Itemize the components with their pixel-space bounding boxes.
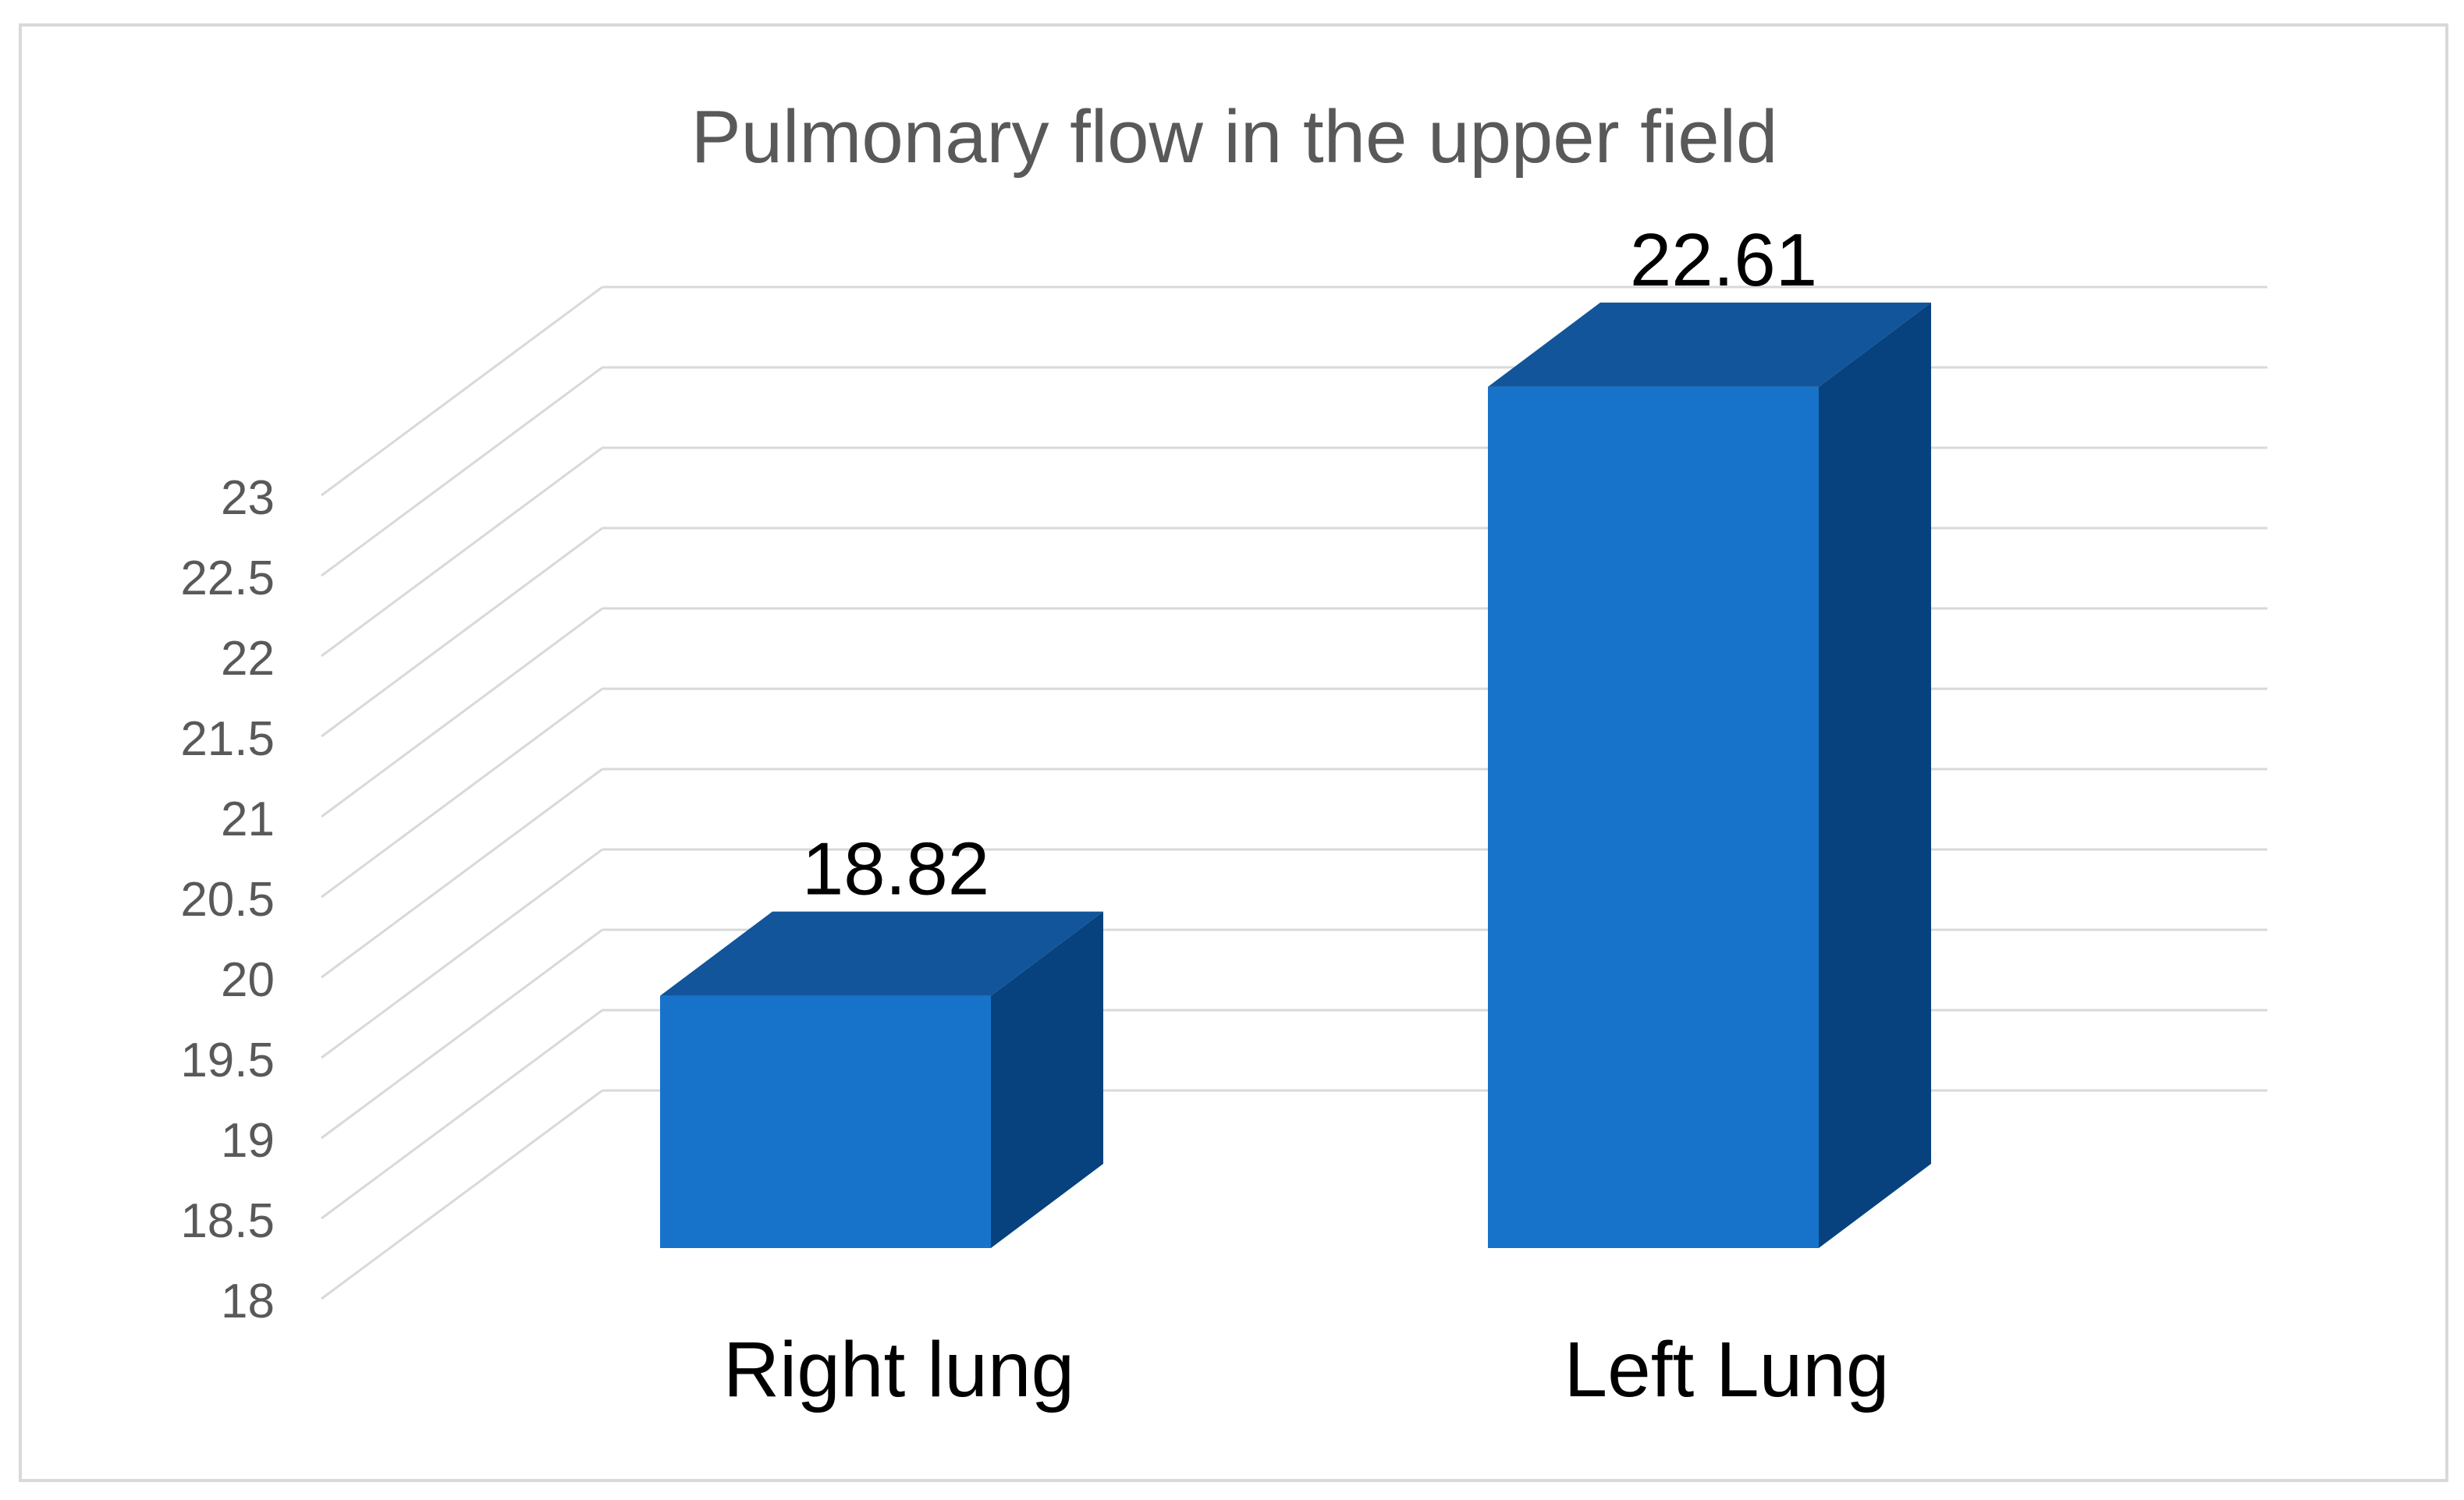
gridline-side: [321, 768, 603, 979]
y-tick-label: 19: [221, 1114, 275, 1168]
gridline-side: [321, 928, 603, 1140]
y-tick-label: 18: [221, 1275, 275, 1328]
y-tick-label: 22: [221, 632, 275, 686]
bar-top: [660, 911, 1103, 996]
bar-top: [1488, 302, 1931, 387]
gridline-side: [321, 446, 603, 658]
bar-front: [1488, 386, 1819, 1249]
chart-border: [19, 23, 2448, 1482]
gridline-side: [321, 1089, 603, 1300]
gridline-side: [321, 366, 603, 577]
y-tick-label: 20: [221, 953, 275, 1007]
y-tick-label: 18.5: [180, 1194, 275, 1248]
chart-title: Pulmonary flow in the upper field: [691, 95, 1778, 179]
gridline-side: [321, 1009, 603, 1220]
y-axis-ticks: 18 18.5 19 19.5 20 20.5 21 21.5 22 22.5 23: [180, 471, 275, 1328]
bar: [1488, 302, 1931, 1249]
bar-side: [991, 911, 1103, 1248]
data-label: 22.61: [1630, 218, 1817, 302]
gridline-side: [321, 527, 603, 738]
data-labels: 18.82 22.61: [802, 218, 1817, 911]
gridline-side: [321, 848, 603, 1059]
data-label: 18.82: [802, 828, 989, 911]
y-tick-label: 23: [221, 471, 275, 525]
y-tick-label: 20.5: [180, 873, 275, 927]
gridline-side: [321, 607, 603, 818]
y-tick-label: 19.5: [180, 1034, 275, 1087]
x-axis-categories: Right lung Left Lung: [723, 1326, 1890, 1413]
bars: [660, 302, 1931, 1249]
gridline-side: [321, 687, 603, 899]
x-category-label: Right lung: [723, 1326, 1074, 1413]
bar: [660, 911, 1103, 1248]
gridline-side: [321, 285, 603, 497]
y-tick-label: 21.5: [180, 712, 275, 766]
y-tick-label: 21: [221, 793, 275, 846]
bar-side: [1819, 302, 1931, 1249]
y-tick-label: 22.5: [180, 551, 275, 605]
x-category-label: Left Lung: [1564, 1326, 1889, 1413]
bar-front: [660, 995, 991, 1248]
